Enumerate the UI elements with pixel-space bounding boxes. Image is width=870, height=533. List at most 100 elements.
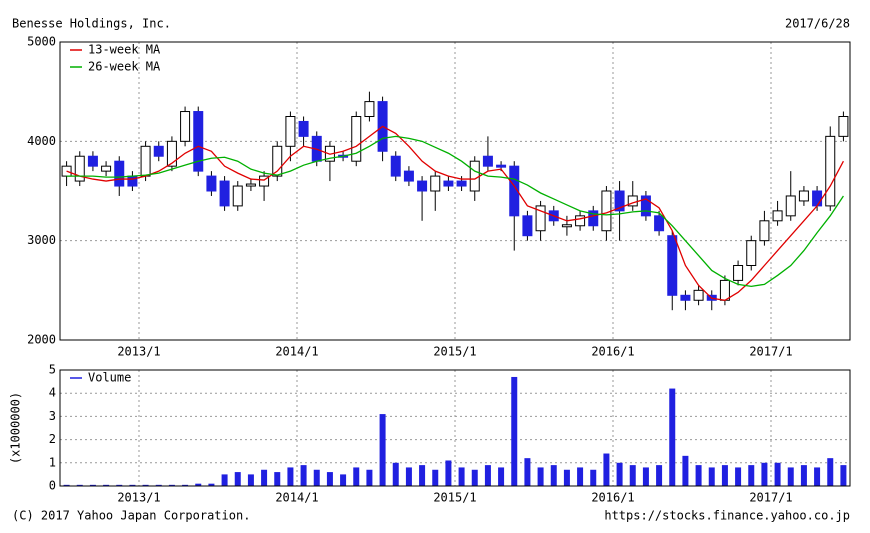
candle-body <box>272 145 283 177</box>
volume-bar <box>340 474 347 486</box>
candle-body <box>746 240 757 267</box>
candle-body <box>456 180 467 187</box>
volume-bar <box>524 458 531 486</box>
volume-bar <box>116 484 123 486</box>
y-tick-label: 5000 <box>27 35 56 49</box>
volume-bar <box>800 465 807 486</box>
candle-body <box>403 170 414 182</box>
candle-body <box>469 160 480 192</box>
candle-body <box>693 289 704 301</box>
panel-border <box>59 369 851 487</box>
candle-body <box>798 190 809 202</box>
candle-body <box>101 165 112 172</box>
candle-body <box>680 294 691 301</box>
x-tick-label: 2016/1 <box>591 491 634 505</box>
copyright: (C) 2017 Yahoo Japan Corporation. <box>12 509 250 523</box>
volume-bar <box>247 474 254 486</box>
y-tick-label: 4000 <box>27 134 56 148</box>
volume-bar <box>708 467 715 486</box>
ma-line <box>66 125 844 301</box>
candle-body <box>245 183 256 187</box>
candle-body <box>825 135 836 207</box>
volume-bar <box>405 467 412 486</box>
candle-body <box>785 195 796 217</box>
x-tick-label: 2016/1 <box>591 345 634 359</box>
candle-body <box>153 145 164 157</box>
volume-bar <box>168 484 175 486</box>
volume-bar <box>313 469 320 486</box>
x-tick-label: 2014/1 <box>275 345 318 359</box>
volume-bar <box>234 472 241 486</box>
candle-body <box>259 175 270 187</box>
volume-bar <box>814 467 821 486</box>
candle-body <box>482 155 493 167</box>
y-tick-label: 3000 <box>27 233 56 247</box>
candle-body <box>561 224 572 228</box>
volume-bar <box>221 474 228 486</box>
price-panel <box>59 41 851 341</box>
candle-body <box>193 111 204 172</box>
candle-body <box>509 165 520 217</box>
candle-body <box>219 180 230 207</box>
volume-bar <box>274 472 281 486</box>
volume-bar <box>129 484 136 486</box>
candle-body <box>232 185 243 207</box>
chart-title: Benesse Holdings, Inc. <box>12 17 171 31</box>
candle-body <box>522 215 533 237</box>
candle-body <box>759 220 770 242</box>
candle-body <box>719 279 730 301</box>
candle-body <box>364 101 375 117</box>
volume-bar <box>669 388 676 486</box>
volume-bar <box>392 462 399 486</box>
volume-bar <box>840 465 847 486</box>
legend-label: 13-week MA <box>88 43 161 57</box>
candle-body <box>654 215 665 232</box>
candle-body <box>166 140 177 167</box>
volume-bar <box>458 467 465 486</box>
y-axis-label: (x1000000) <box>9 392 23 464</box>
volume-bar <box>761 462 768 486</box>
candle-body <box>127 175 138 187</box>
volume-bar <box>379 414 386 486</box>
x-tick-label: 2013/1 <box>117 491 160 505</box>
x-tick-label: 2015/1 <box>433 345 476 359</box>
volume-bar <box>261 469 268 486</box>
candle-body <box>838 116 849 137</box>
candle-body <box>390 155 401 177</box>
volume-bar <box>155 484 162 486</box>
y-tick-label: 0 <box>49 479 56 493</box>
candle-body <box>114 160 125 187</box>
volume-bar <box>787 467 794 486</box>
volume-bar <box>498 467 505 486</box>
candle-body <box>575 215 586 227</box>
volume-bar <box>300 465 307 486</box>
candle-body <box>601 190 612 232</box>
y-tick-label: 4 <box>49 386 56 400</box>
volume-bar <box>471 469 478 486</box>
volume-bar <box>550 465 557 486</box>
x-tick-label: 2015/1 <box>433 491 476 505</box>
volume-bar <box>511 376 518 486</box>
volume-bar <box>208 483 215 486</box>
y-tick-label: 3 <box>49 409 56 423</box>
volume-bar <box>142 484 149 486</box>
volume-bar <box>563 469 570 486</box>
volume-bar <box>629 465 636 486</box>
volume-bar <box>603 453 610 486</box>
volume-bar <box>682 455 689 486</box>
candle-body <box>614 190 625 212</box>
candle-body <box>180 111 191 142</box>
candle-body <box>298 120 309 137</box>
volume-bar <box>537 467 544 486</box>
candle-body <box>772 210 783 222</box>
volume-bar <box>195 483 202 486</box>
x-tick-label: 2014/1 <box>275 491 318 505</box>
volume-bar <box>103 484 110 486</box>
candle-body <box>640 195 651 217</box>
volume-bar <box>656 465 663 486</box>
volume-bar <box>590 469 597 486</box>
candle-body <box>351 116 362 162</box>
chart-date: 2017/6/28 <box>785 17 850 31</box>
volume-bar <box>642 467 649 486</box>
